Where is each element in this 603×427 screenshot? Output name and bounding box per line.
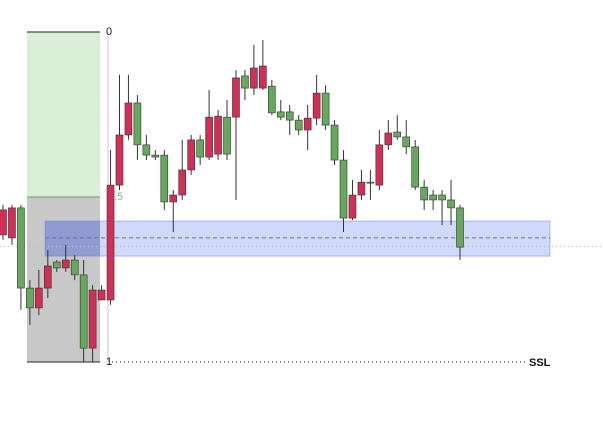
candle-body — [26, 287, 34, 309]
candle-body — [0, 209, 7, 236]
candle-body — [115, 134, 124, 186]
candle-body — [17, 207, 25, 289]
candle-body — [348, 194, 357, 219]
candle-body — [393, 131, 402, 138]
candle-body — [52, 261, 61, 269]
candle-body — [268, 85, 276, 114]
candle-body — [61, 259, 70, 269]
candle-body — [151, 154, 160, 158]
candle-body — [456, 207, 464, 248]
candle-body — [285, 111, 294, 121]
candle-body — [321, 92, 330, 126]
fib-label: .5 — [114, 191, 123, 203]
candle-body — [97, 289, 106, 301]
ssl-label: SSL — [529, 357, 551, 369]
candle-body — [187, 139, 195, 171]
candle-body — [429, 194, 437, 201]
candle-body — [330, 124, 339, 161]
candle-body — [79, 274, 88, 349]
candle-body — [259, 65, 267, 89]
zone-overlap — [45, 221, 100, 257]
candle-body — [303, 117, 312, 131]
candle-body — [312, 92, 321, 119]
candle-body — [88, 289, 97, 349]
candle-body — [8, 207, 16, 239]
zone — [44, 220, 551, 257]
fib-label: 0 — [106, 26, 112, 38]
candle-body — [133, 102, 142, 146]
candle-body — [169, 194, 178, 203]
candle-body — [294, 119, 303, 131]
candle-body — [420, 186, 428, 201]
candle-body — [142, 144, 151, 156]
candle-body — [402, 136, 411, 148]
candle-body — [241, 75, 249, 89]
candle-body — [44, 265, 52, 289]
candle-body — [276, 111, 285, 118]
candle-body — [124, 102, 133, 136]
candle-body — [35, 287, 43, 309]
candle-body — [232, 77, 240, 118]
candle-body — [438, 194, 446, 201]
fib-label: 1 — [106, 356, 112, 368]
candle-body — [375, 144, 384, 186]
candle-body — [223, 116, 231, 155]
candle-body — [178, 169, 187, 196]
candle-body — [339, 159, 348, 219]
candle-body — [366, 181, 375, 184]
candle-body — [384, 132, 393, 146]
candle-body — [70, 259, 79, 276]
candle-body — [357, 181, 366, 196]
candle-body — [196, 139, 204, 158]
candle-body — [214, 115, 222, 155]
candle-body — [447, 199, 455, 209]
candle-body — [106, 184, 115, 301]
candle-body — [250, 67, 258, 89]
fib-upper-box — [27, 32, 100, 198]
candle-body — [160, 154, 169, 203]
candle-body — [205, 116, 213, 158]
candle-body — [411, 146, 419, 188]
